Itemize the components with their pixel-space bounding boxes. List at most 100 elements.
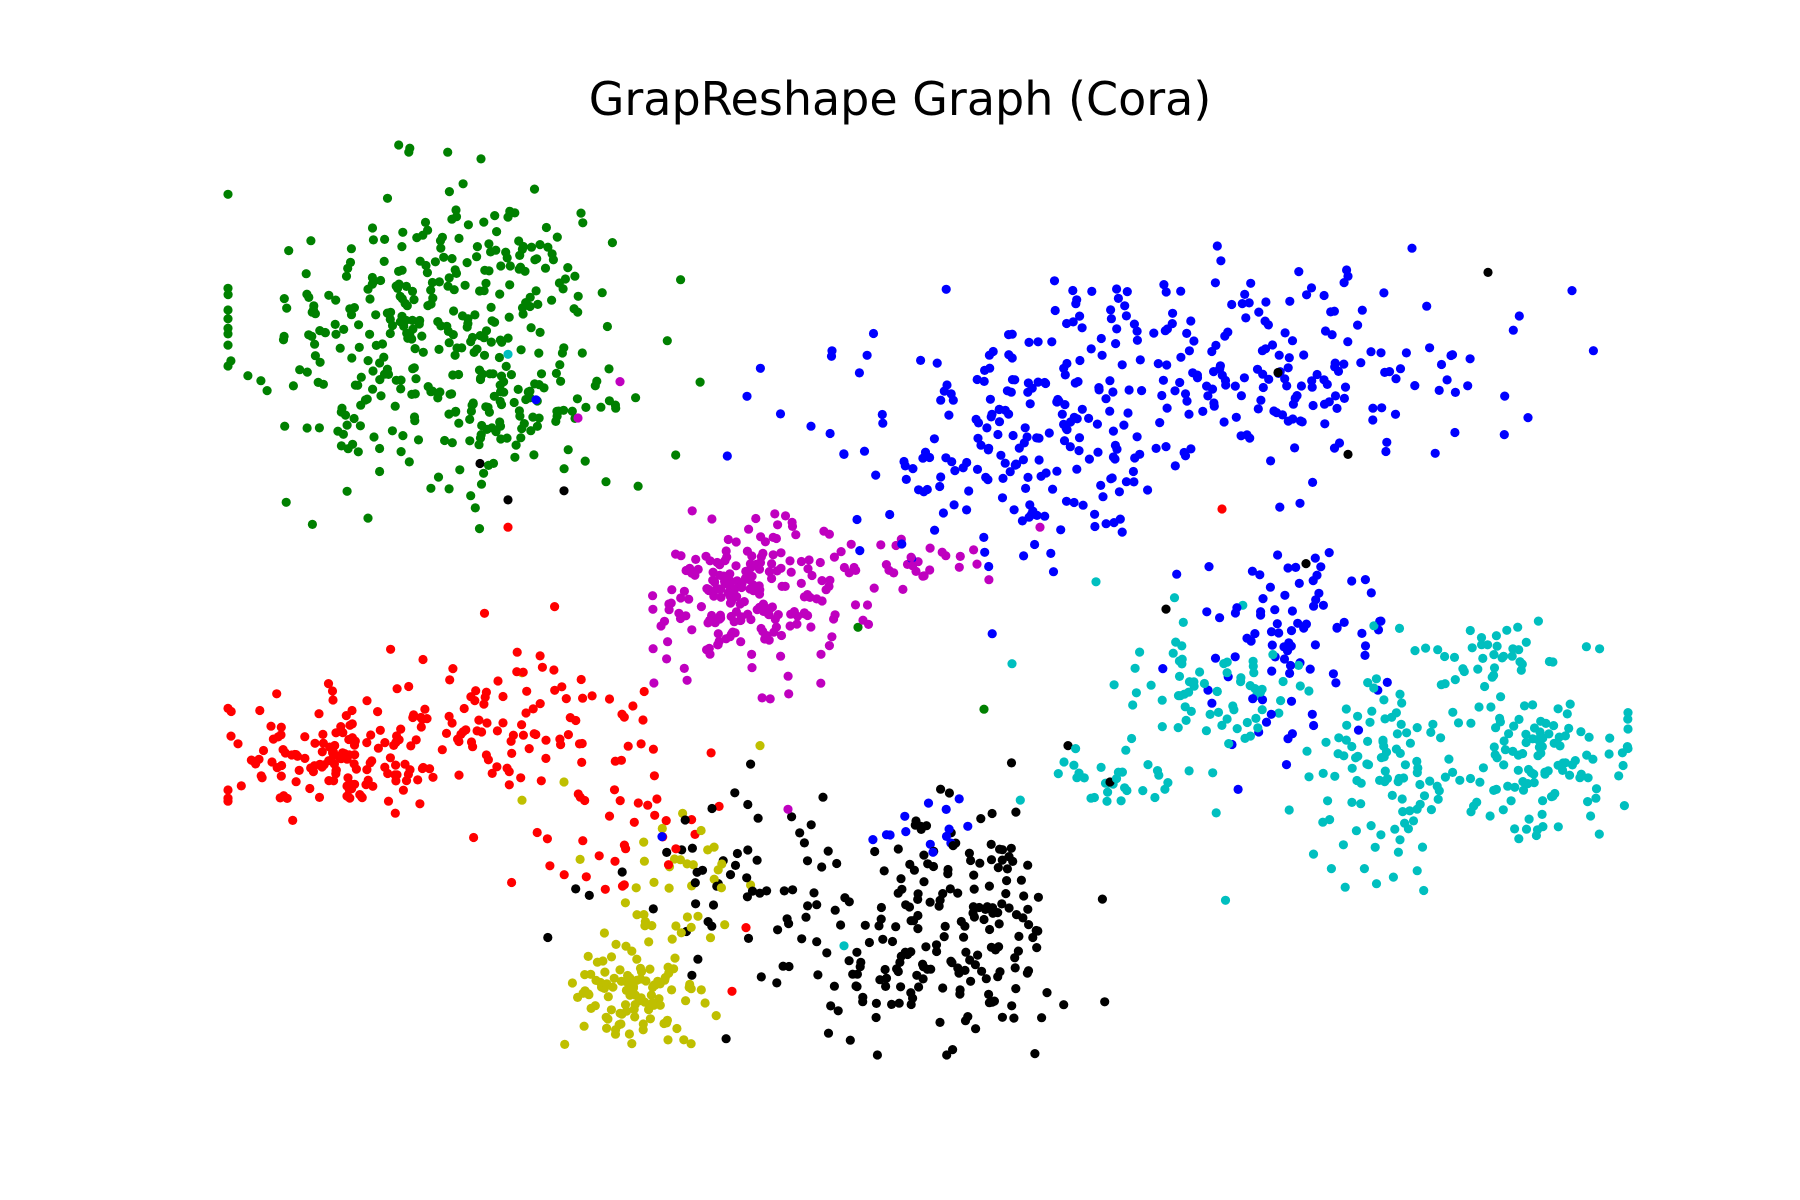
scatter-point [557, 682, 567, 692]
scatter-point [853, 622, 863, 632]
scatter-point [772, 566, 782, 576]
scatter-point [656, 621, 666, 631]
scatter-point [535, 240, 545, 250]
scatter-point [404, 681, 414, 692]
scatter-point [1075, 311, 1085, 321]
scatter-point [1106, 305, 1116, 315]
scatter-point [771, 622, 782, 632]
scatter-point [939, 386, 949, 396]
scatter-point [1168, 308, 1178, 318]
scatter-point [767, 559, 777, 569]
scatter-point [987, 808, 997, 819]
scatter-point [649, 678, 659, 688]
scatter-point [459, 703, 469, 714]
scatter-point [1396, 719, 1406, 730]
scatter-point [335, 343, 345, 353]
scatter-point [1069, 760, 1079, 770]
scatter-point [602, 1023, 612, 1033]
scatter-point [576, 674, 586, 685]
scatter-point [1230, 381, 1240, 391]
scatter-point [1453, 718, 1464, 728]
scatter-point [1065, 417, 1076, 427]
scatter-point [376, 275, 386, 286]
scatter-point [775, 409, 786, 419]
scatter-point [532, 827, 542, 838]
scatter-point [356, 400, 366, 410]
scatter-point [597, 288, 607, 298]
scatter-point [829, 552, 840, 562]
scatter-point [662, 847, 672, 858]
scatter-point [578, 693, 588, 703]
scatter-point [519, 419, 529, 429]
scatter-point [1096, 762, 1106, 773]
scatter-point [580, 970, 590, 980]
scatter-point [716, 592, 726, 602]
scatter-point [363, 513, 373, 523]
scatter-point [412, 233, 422, 243]
scatter-point [1351, 826, 1361, 836]
scatter-point [1295, 681, 1305, 691]
scatter-point [430, 257, 440, 267]
scatter-point [1591, 793, 1601, 803]
scatter-point [754, 564, 765, 574]
scatter-point [344, 734, 354, 745]
scatter-point [1366, 821, 1376, 831]
scatter-point [1368, 415, 1378, 425]
scatter-point [1301, 559, 1311, 569]
scatter-point [966, 855, 976, 866]
scatter-point [1347, 576, 1357, 586]
scatter-point [943, 864, 953, 875]
scatter-point [1518, 785, 1529, 795]
scatter-point [1030, 539, 1040, 550]
scatter-point [736, 637, 746, 647]
scatter-point [772, 978, 782, 988]
scatter-point [807, 570, 817, 581]
scatter-point [1376, 830, 1386, 840]
scatter-point [1594, 829, 1604, 839]
scatter-point [941, 551, 951, 561]
scatter-point [632, 910, 642, 920]
scatter-point [1433, 645, 1443, 655]
scatter-point [1170, 461, 1180, 471]
scatter-point [858, 997, 868, 1007]
scatter-point [1467, 643, 1477, 653]
scatter-point [708, 900, 719, 910]
scatter-point [1137, 386, 1147, 396]
scatter-point [447, 214, 457, 224]
scatter-point [1201, 726, 1211, 736]
scatter-point [622, 1006, 632, 1016]
scatter-point [815, 557, 825, 568]
scatter-point [813, 970, 823, 980]
scatter-point [375, 443, 385, 454]
scatter-point [401, 281, 411, 291]
scatter-point [1258, 382, 1268, 393]
scatter-point [1004, 903, 1014, 913]
scatter-point [878, 934, 888, 944]
scatter-point [1356, 358, 1366, 368]
scatter-point [1256, 610, 1266, 620]
scatter-point [470, 503, 480, 513]
scatter-point [302, 423, 312, 433]
scatter-point [1302, 290, 1312, 300]
scatter-point [421, 260, 431, 271]
scatter-point [406, 741, 416, 751]
scatter-point [600, 967, 610, 977]
scatter-point [1514, 645, 1524, 655]
scatter-point [714, 801, 724, 812]
scatter-point [1347, 763, 1357, 773]
scatter-point [804, 555, 814, 565]
scatter-point [716, 584, 726, 594]
scatter-point [972, 559, 982, 569]
scatter-point [1222, 714, 1232, 724]
scatter-point [604, 811, 615, 821]
scatter-point [1321, 737, 1331, 747]
scatter-point [922, 484, 932, 495]
scatter-point [1395, 835, 1405, 845]
scatter-point [630, 1012, 640, 1022]
scatter-point [1294, 660, 1304, 671]
scatter-point [969, 884, 979, 894]
scatter-point [529, 184, 540, 194]
scatter-point [1442, 375, 1452, 385]
scatter-point [650, 810, 660, 820]
scatter-point [1007, 1001, 1017, 1011]
